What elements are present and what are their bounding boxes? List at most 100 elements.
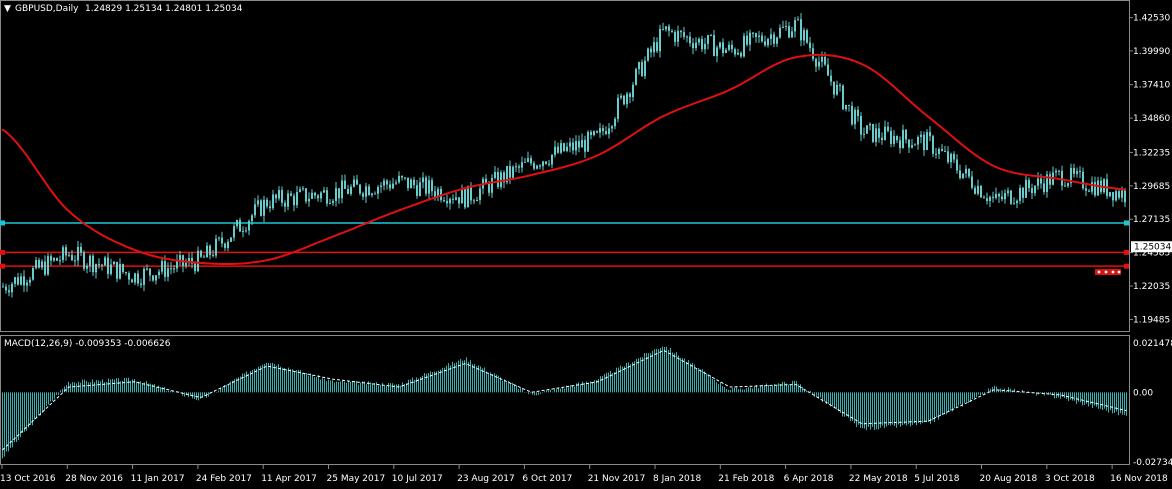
- collapse-icon[interactable]: ▼: [4, 4, 11, 14]
- candle-body: [791, 31, 793, 38]
- macd-bar: [578, 382, 579, 393]
- macd-bar: [892, 392, 893, 425]
- price-tick-label: 1.22035: [1133, 282, 1170, 292]
- macd-histogram: [2, 346, 1127, 459]
- resistance-line-handle[interactable]: [0, 263, 5, 269]
- macd-bar: [424, 373, 425, 393]
- macd-bar: [106, 382, 107, 393]
- macd-bar: [822, 392, 823, 403]
- macd-bar: [788, 384, 789, 393]
- candle-body: [110, 264, 112, 275]
- candle-body: [803, 30, 805, 41]
- candle-body: [578, 141, 580, 148]
- macd-bar: [834, 392, 835, 409]
- macd-bar: [76, 383, 77, 393]
- order-marker-group[interactable]: [1095, 269, 1121, 275]
- macd-bar: [482, 368, 483, 393]
- macd-bar: [636, 358, 637, 393]
- macd-bar: [446, 365, 447, 393]
- macd-bar: [650, 353, 651, 393]
- macd-bar: [404, 383, 405, 393]
- candle-body: [11, 283, 13, 293]
- candle-body: [20, 276, 22, 285]
- macd-bar: [304, 372, 305, 393]
- macd-bar: [278, 364, 279, 393]
- level-lines[interactable]: [0, 220, 1129, 269]
- date-tick-label: 22 May 2018: [849, 474, 908, 484]
- candle-body: [320, 192, 322, 199]
- candle-body: [1013, 203, 1015, 205]
- candle-body: [602, 128, 604, 132]
- candle-body: [677, 30, 679, 42]
- macd-bar: [702, 369, 703, 393]
- macd-bar: [556, 389, 557, 393]
- candle-body: [809, 42, 811, 49]
- macd-bar: [232, 380, 233, 393]
- candle-body: [566, 146, 568, 151]
- macd-bar: [736, 387, 737, 393]
- candle-body: [635, 69, 637, 85]
- date-tick-label: 13 Oct 2016: [0, 474, 56, 484]
- macd-bar: [878, 392, 879, 430]
- macd-bar: [254, 368, 255, 393]
- macd-bar: [1002, 389, 1003, 393]
- macd-bar: [202, 392, 203, 398]
- order-markers[interactable]: [1095, 269, 1121, 275]
- candle-body: [485, 178, 487, 184]
- order-marker-dot: [1117, 270, 1121, 274]
- macd-bar: [998, 389, 999, 393]
- macd-bar: [596, 380, 597, 393]
- macd-bar: [292, 369, 293, 393]
- macd-bar: [36, 392, 37, 418]
- macd-bar: [464, 360, 465, 393]
- resistance-line-handle[interactable]: [0, 249, 5, 255]
- macd-bar: [976, 392, 977, 397]
- support-line-handle[interactable]: [0, 220, 5, 226]
- candle-body: [1004, 193, 1006, 200]
- macd-bar: [200, 392, 201, 399]
- macd-bar: [1126, 392, 1127, 416]
- macd-bar: [656, 348, 657, 393]
- candle-body: [281, 190, 283, 203]
- candle-body: [1109, 192, 1111, 197]
- macd-bar: [898, 392, 899, 425]
- candle-body: [326, 190, 328, 204]
- macd-bar: [1054, 392, 1055, 399]
- macd-bar: [78, 381, 79, 393]
- candle-body: [131, 279, 133, 283]
- macd-bar: [418, 378, 419, 393]
- macd-bar: [18, 392, 19, 440]
- macd-bar: [862, 392, 863, 429]
- macd-bar: [806, 390, 807, 393]
- candle-body: [872, 123, 874, 142]
- macd-bar: [222, 387, 223, 393]
- macd-bar: [388, 382, 389, 393]
- macd-bar: [428, 373, 429, 393]
- macd-bar: [400, 385, 401, 393]
- macd-bar: [302, 372, 303, 393]
- candle-body: [626, 93, 628, 105]
- macd-bar: [310, 373, 311, 393]
- resistance-line-handle[interactable]: [1124, 263, 1129, 269]
- macd-bar: [954, 392, 955, 409]
- macd-bar: [710, 375, 711, 393]
- macd-bar: [1110, 392, 1111, 411]
- price-candles: [2, 13, 1126, 298]
- macd-bar: [986, 391, 987, 393]
- macd-bar: [128, 377, 129, 393]
- macd-bar: [104, 382, 105, 393]
- macd-bar: [318, 375, 319, 393]
- macd-bar: [158, 385, 159, 393]
- candle-body: [818, 61, 820, 67]
- resistance-line-handle[interactable]: [1124, 249, 1129, 255]
- macd-bar: [980, 392, 981, 396]
- candle-body: [173, 268, 175, 270]
- support-line-handle[interactable]: [1124, 220, 1129, 226]
- macd-bar: [920, 392, 921, 425]
- macd-bar: [874, 392, 875, 430]
- macd-bar: [910, 392, 911, 427]
- macd-bar: [672, 352, 673, 393]
- macd-bar: [696, 368, 697, 393]
